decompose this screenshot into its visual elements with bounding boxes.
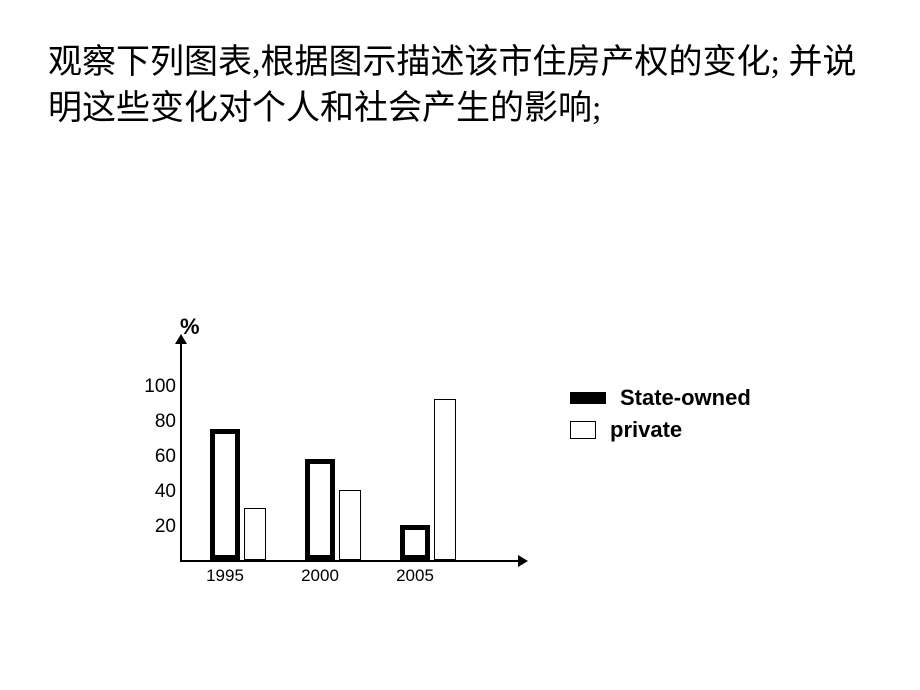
bar-private	[339, 490, 361, 560]
x-tick-label: 2005	[385, 566, 445, 586]
y-tick-label: 100	[140, 376, 176, 398]
x-tick-label: 2000	[290, 566, 350, 586]
bar-state-owned	[400, 525, 430, 560]
legend-label: State-owned	[620, 385, 751, 411]
slide-title: 观察下列图表,根据图示描述该市住房产权的变化; 并说明这些变化对个人和社会产生的…	[48, 40, 878, 132]
legend: State-owned private	[570, 385, 751, 449]
bar-chart: % 100 80 60 40 20 1995 2000 2005	[140, 310, 520, 570]
legend-item: State-owned	[570, 385, 751, 411]
y-axis	[180, 340, 182, 560]
bar-private	[244, 508, 266, 561]
y-tick-label: 80	[140, 411, 176, 433]
x-axis-arrow-icon	[518, 555, 528, 567]
legend-item: private	[570, 417, 751, 443]
y-axis-unit: %	[180, 314, 200, 340]
legend-swatch-icon	[570, 421, 596, 439]
legend-swatch-icon	[570, 392, 606, 404]
y-tick-label: 60	[140, 446, 176, 468]
legend-label: private	[610, 417, 682, 443]
y-tick-label: 40	[140, 481, 176, 503]
bar-private	[434, 399, 456, 560]
bar-state-owned	[210, 429, 240, 560]
x-tick-label: 1995	[195, 566, 255, 586]
x-axis	[180, 560, 520, 562]
bar-state-owned	[305, 459, 335, 561]
slide: 观察下列图表,根据图示描述该市住房产权的变化; 并说明这些变化对个人和社会产生的…	[0, 0, 920, 690]
y-tick-label: 20	[140, 516, 176, 538]
